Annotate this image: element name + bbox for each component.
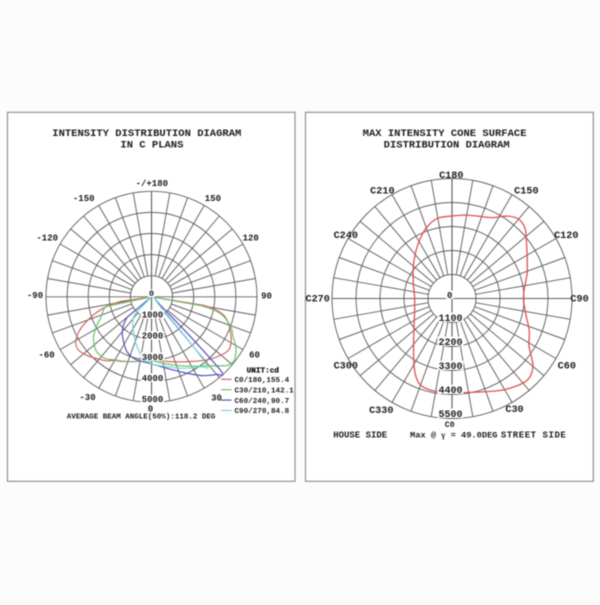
- svg-text:C210: C210: [370, 186, 394, 197]
- svg-text:C0: C0: [445, 421, 455, 430]
- svg-text:1000: 1000: [142, 311, 164, 321]
- svg-text:60: 60: [249, 351, 260, 361]
- svg-text:-/+180: -/+180: [136, 179, 168, 189]
- svg-text:4400: 4400: [438, 386, 462, 397]
- svg-text:INTENSITY DISTRIBUTION DIAGRAM: INTENSITY DISTRIBUTION DIAGRAM: [52, 128, 241, 140]
- svg-text:C330: C330: [369, 406, 393, 417]
- svg-text:C240: C240: [334, 231, 358, 242]
- svg-text:C60/240,90.7: C60/240,90.7: [235, 398, 290, 406]
- svg-text:DISTRIBUTION DIAGRAM: DISTRIBUTION DIAGRAM: [384, 139, 510, 151]
- svg-text:3300: 3300: [438, 362, 462, 373]
- svg-text:C300: C300: [334, 361, 358, 372]
- svg-text:C270: C270: [305, 295, 329, 306]
- svg-text:UNIT:cd: UNIT:cd: [247, 368, 280, 376]
- svg-text:90: 90: [261, 291, 272, 301]
- svg-text:0: 0: [447, 291, 452, 301]
- svg-text:1100: 1100: [438, 314, 462, 325]
- svg-text:2000: 2000: [142, 332, 164, 342]
- svg-text:MAX INTENSITY CONE SURFACE: MAX INTENSITY CONE SURFACE: [363, 128, 527, 140]
- svg-text:C180: C180: [439, 171, 463, 182]
- svg-text:-60: -60: [38, 351, 54, 361]
- svg-text:5000: 5000: [142, 395, 164, 405]
- svg-text:-120: -120: [36, 233, 58, 243]
- svg-text:5500: 5500: [438, 410, 462, 421]
- svg-text:HOUSE SIDE: HOUSE SIDE: [333, 431, 388, 441]
- svg-text:STREET SIDE: STREET SIDE: [501, 431, 567, 441]
- svg-text:2200: 2200: [438, 338, 462, 349]
- svg-text:150: 150: [205, 194, 221, 204]
- svg-text:120: 120: [243, 233, 259, 243]
- svg-text:C60: C60: [558, 362, 576, 373]
- svg-text:0: 0: [149, 289, 154, 299]
- svg-text:C30: C30: [505, 405, 523, 416]
- svg-text:IN C PLANS: IN C PLANS: [120, 139, 183, 151]
- svg-text:C30/210,142.1: C30/210,142.1: [235, 387, 295, 395]
- svg-text:0: 0: [148, 405, 153, 415]
- svg-text:Max @ γ = 49.0DEG: Max @ γ = 49.0DEG: [410, 430, 498, 441]
- svg-text:AVERAGE BEAM ANGLE(50%):118.2: AVERAGE BEAM ANGLE(50%):118.2 DEG: [67, 414, 216, 422]
- svg-text:30: 30: [211, 394, 222, 404]
- svg-text:3000: 3000: [142, 353, 164, 363]
- svg-text:C90: C90: [570, 294, 588, 305]
- svg-text:-90: -90: [27, 291, 43, 301]
- svg-text:-150: -150: [73, 194, 95, 204]
- svg-text:C150: C150: [514, 186, 538, 197]
- svg-text:4000: 4000: [142, 374, 164, 384]
- svg-text:C120: C120: [554, 231, 578, 242]
- svg-text:C0/180,155.4: C0/180,155.4: [235, 377, 290, 385]
- svg-text:C90/270,84.8: C90/270,84.8: [235, 408, 290, 416]
- svg-text:-30: -30: [79, 393, 95, 403]
